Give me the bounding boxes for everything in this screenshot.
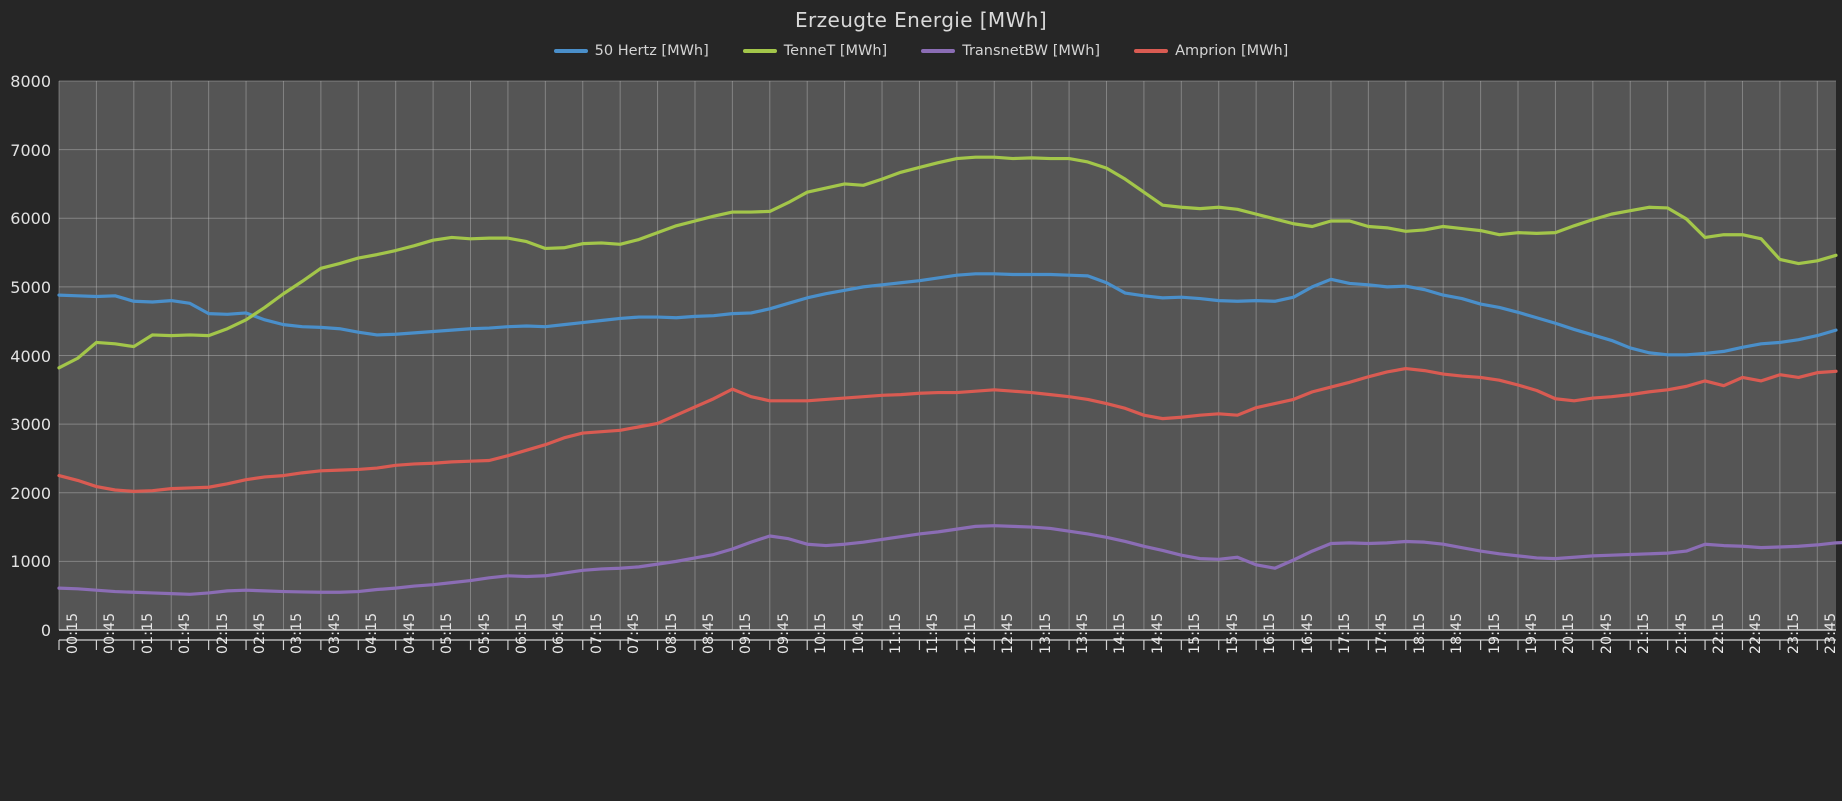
y-axis-tick-label: 3000 — [10, 415, 51, 435]
x-axis-tick-label: 05:15 — [439, 612, 456, 654]
x-axis-tick-label: 01:45 — [177, 612, 194, 654]
x-axis-tick-label: 15:45 — [1224, 612, 1241, 654]
plot-background — [59, 81, 1836, 630]
x-axis-tick-label: 03:45 — [326, 612, 343, 654]
y-axis-tick-label: 8000 — [10, 72, 51, 91]
y-axis-tick-label: 4000 — [10, 346, 51, 366]
y-axis-tick-label: 7000 — [10, 140, 51, 160]
x-axis-tick-label: 15:15 — [1187, 612, 1204, 654]
x-axis-tick-label: 12:45 — [1000, 612, 1017, 654]
x-axis-tick-label: 13:15 — [1037, 612, 1054, 654]
x-axis-tick-label: 08:45 — [700, 612, 717, 654]
series-line-2 — [57, 524, 1842, 596]
x-axis-tick-label: 18:15 — [1411, 612, 1428, 654]
x-axis-tick-label: 01:15 — [139, 612, 156, 654]
x-axis-tick-label: 14:15 — [1112, 612, 1129, 654]
series-line-1 — [57, 155, 1838, 370]
x-axis-tick-label: 22:15 — [1711, 612, 1728, 654]
x-axis-tick-label: 09:45 — [775, 612, 792, 654]
chart-title: Erzeugte Energie [MWh] — [794, 8, 1048, 32]
x-axis-tick-label: 06:45 — [551, 612, 568, 654]
x-axis-tick-label: 19:15 — [1486, 612, 1503, 654]
x-axis-tick-label: 10:15 — [813, 612, 830, 654]
x-axis-tick-label: 02:45 — [252, 612, 269, 654]
x-axis-tick-label: 02:15 — [214, 612, 231, 654]
x-axis-tick-label: 07:45 — [626, 612, 643, 654]
y-axis-tick-label: 6000 — [10, 209, 51, 229]
x-axis-tick-label: 05:45 — [476, 612, 493, 654]
x-axis-tick-label: 20:15 — [1561, 612, 1578, 654]
x-axis-tick-label: 04:15 — [364, 612, 381, 654]
x-axis-tick-label: 07:15 — [588, 612, 605, 654]
x-axis-tick-label: 03:15 — [289, 612, 306, 654]
series-line-0 — [57, 272, 1838, 357]
x-axis-tick-label: 21:45 — [1673, 612, 1690, 654]
x-axis-tick-label: 13:45 — [1075, 612, 1092, 654]
x-axis-tick-label: 23:15 — [1785, 612, 1802, 654]
x-axis-tick-label: 14:45 — [1149, 612, 1166, 654]
x-axis-tick-label: 06:15 — [513, 612, 530, 654]
x-axis-tick-label: 11:45 — [925, 612, 942, 654]
x-axis-tick-label: 19:45 — [1524, 612, 1540, 654]
x-axis-tick-label: 23:45 — [1823, 612, 1840, 654]
y-axis-tick-label: 2000 — [10, 483, 51, 503]
x-axis-tick-label: 22:45 — [1748, 612, 1765, 654]
x-axis-tick-label: 08:15 — [663, 612, 680, 654]
x-axis-tick-label: 00:15 — [65, 612, 81, 654]
y-axis-tick-label: 0 — [40, 621, 51, 640]
x-axis-tick-label: 04:45 — [401, 612, 418, 654]
x-axis-tick-label: 16:15 — [1262, 612, 1279, 654]
x-axis-tick-label: 09:15 — [738, 612, 755, 654]
x-axis-tick-label: 10:45 — [850, 612, 867, 654]
y-axis-tick-label: 5000 — [10, 277, 51, 297]
x-axis-tick-label: 17:15 — [1336, 612, 1353, 654]
y-axis-tick-label: 1000 — [10, 552, 51, 572]
x-axis-tick-label: 11:15 — [888, 612, 905, 654]
series-line-3 — [57, 366, 1838, 493]
x-axis-tick-label: 20:45 — [1598, 612, 1615, 654]
x-axis-tick-label: 17:45 — [1374, 612, 1391, 654]
x-axis-tick-label: 16:45 — [1299, 612, 1316, 654]
x-axis-tick-label: 18:45 — [1449, 612, 1466, 654]
x-axis-tick-label: 00:45 — [102, 612, 119, 654]
x-axis-tick-label: 12:15 — [962, 612, 979, 654]
x-axis-tick-label: 21:15 — [1636, 612, 1653, 654]
